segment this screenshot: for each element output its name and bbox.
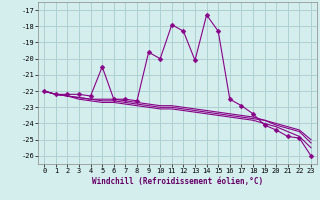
X-axis label: Windchill (Refroidissement éolien,°C): Windchill (Refroidissement éolien,°C) <box>92 177 263 186</box>
